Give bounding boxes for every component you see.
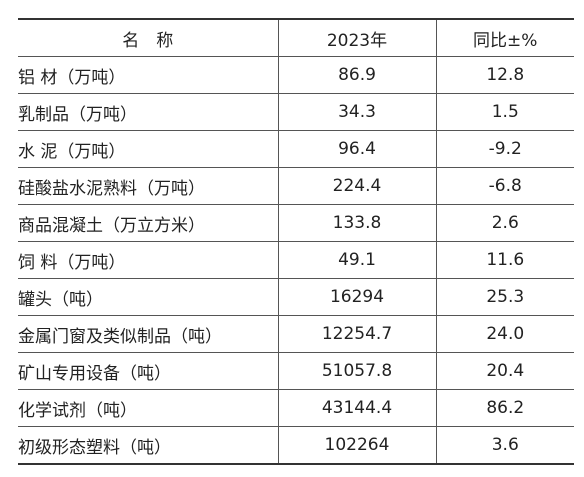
table-row: 矿山专用设备（吨） 51057.8 20.4 <box>18 352 574 390</box>
table-row: 乳制品（万吨） 34.3 1.5 <box>18 93 574 131</box>
table-row: 化学试剂（吨） 43144.4 86.2 <box>18 389 574 427</box>
table-row: 罐头（吨） 16294 25.3 <box>18 278 574 316</box>
header-yoy: 同比±% <box>435 18 574 57</box>
row-value: 49.1 <box>277 241 437 279</box>
table-row: 水 泥（万吨） 96.4 -9.2 <box>18 130 574 168</box>
header-year: 2023年 <box>277 18 437 57</box>
row-yoy: 24.0 <box>435 315 574 353</box>
row-yoy: 11.6 <box>435 241 574 279</box>
table-row: 硅酸盐水泥熟料（万吨） 224.4 -6.8 <box>18 167 574 205</box>
row-yoy: 3.6 <box>435 426 574 465</box>
row-value: 34.3 <box>277 93 437 131</box>
row-name: 商品混凝土（万立方米） <box>18 204 279 242</box>
row-yoy: 2.6 <box>435 204 574 242</box>
production-table: 名 称 2023年 同比±% 铝 材（万吨） 86.9 12.8 乳制品（万吨）… <box>18 18 574 465</box>
row-value: 43144.4 <box>277 389 437 427</box>
row-value: 16294 <box>277 278 437 316</box>
header-name: 名 称 <box>18 18 279 57</box>
row-yoy: 86.2 <box>435 389 574 427</box>
table-row: 饲 料（万吨） 49.1 11.6 <box>18 241 574 279</box>
row-value: 12254.7 <box>277 315 437 353</box>
table-row: 初级形态塑料（吨） 102264 3.6 <box>18 426 574 465</box>
table-row: 金属门窗及类似制品（吨） 12254.7 24.0 <box>18 315 574 353</box>
row-yoy: -9.2 <box>435 130 574 168</box>
row-value: 51057.8 <box>277 352 437 390</box>
row-name: 矿山专用设备（吨） <box>18 352 279 390</box>
row-name: 饲 料（万吨） <box>18 241 279 279</box>
row-value: 96.4 <box>277 130 437 168</box>
row-value: 86.9 <box>277 56 437 94</box>
row-name: 铝 材（万吨） <box>18 56 279 94</box>
row-name: 金属门窗及类似制品（吨） <box>18 315 279 353</box>
row-yoy: -6.8 <box>435 167 574 205</box>
row-yoy: 1.5 <box>435 93 574 131</box>
row-value: 102264 <box>277 426 437 465</box>
row-name: 罐头（吨） <box>18 278 279 316</box>
row-value: 133.8 <box>277 204 437 242</box>
row-name: 硅酸盐水泥熟料（万吨） <box>18 167 279 205</box>
row-yoy: 20.4 <box>435 352 574 390</box>
row-yoy: 25.3 <box>435 278 574 316</box>
row-name: 初级形态塑料（吨） <box>18 426 279 465</box>
row-name: 乳制品（万吨） <box>18 93 279 131</box>
row-name: 化学试剂（吨） <box>18 389 279 427</box>
row-name: 水 泥（万吨） <box>18 130 279 168</box>
row-yoy: 12.8 <box>435 56 574 94</box>
table-header-row: 名 称 2023年 同比±% <box>18 18 574 57</box>
table-row: 商品混凝土（万立方米） 133.8 2.6 <box>18 204 574 242</box>
table-row: 铝 材（万吨） 86.9 12.8 <box>18 56 574 94</box>
row-value: 224.4 <box>277 167 437 205</box>
